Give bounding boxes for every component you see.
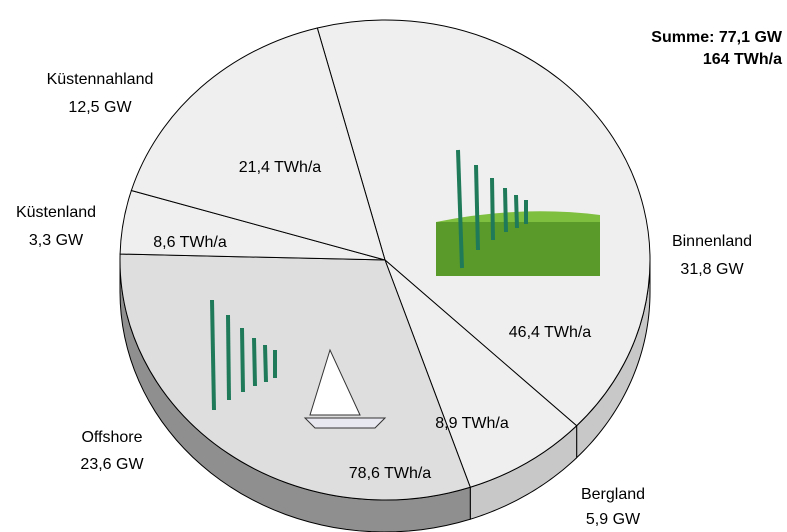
slice-label: Bergland: [581, 486, 645, 503]
value-label: 31,8 GW: [680, 261, 744, 278]
value-label: 3,3 GW: [29, 232, 84, 249]
total-label: 164 TWh/a: [703, 51, 782, 68]
slice-label: Binnenland: [672, 233, 752, 250]
slice-label: Offshore: [81, 429, 142, 446]
pie-slice: [119, 253, 471, 501]
pie-slice: [130, 27, 386, 261]
energy-label: 8,6 TWh/a: [153, 234, 227, 251]
decoration: [210, 149, 600, 429]
labels: Summe: 77,1 GW 164 TWh/a Binnenland 31,8 …: [16, 29, 783, 528]
sailboat: [309, 348, 361, 416]
energy-label: 78,6 TWh/a: [349, 465, 432, 482]
energy-label: 8,9 TWh/a: [435, 415, 509, 432]
value-label: 23,6 GW: [80, 456, 144, 473]
pie-slice: [384, 259, 578, 488]
wind-turbines: [210, 149, 528, 411]
energy-label: 46,4 TWh/a: [509, 324, 592, 341]
boat-hull: [303, 417, 387, 429]
value-label: 12,5 GW: [68, 99, 132, 116]
total-label: Summe: 77,1 GW: [651, 29, 783, 46]
slice-label: Küstennahland: [47, 71, 154, 88]
slice-label: Küstenland: [16, 204, 96, 221]
energy-label: 21,4 TWh/a: [239, 159, 322, 176]
value-label: 5,9 GW: [586, 511, 641, 528]
